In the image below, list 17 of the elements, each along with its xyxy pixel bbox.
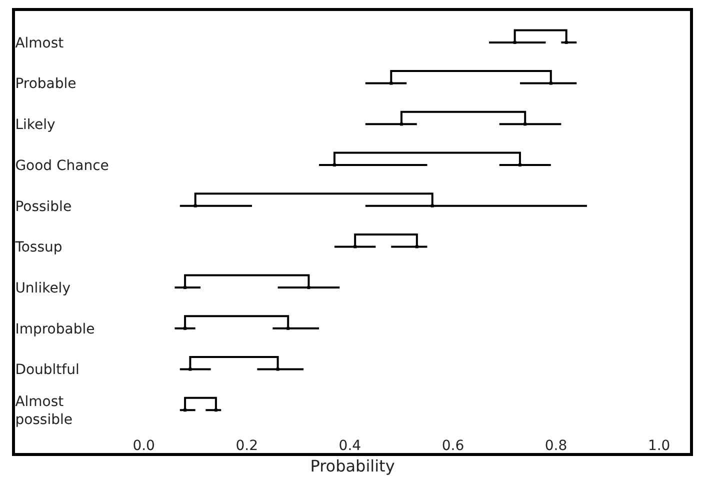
x-tick-label: 0.2: [236, 438, 258, 454]
y-tick-label: Possible: [15, 198, 72, 215]
y-tick-label: Tossup: [14, 240, 62, 256]
y-tick-label: Likely: [15, 117, 56, 134]
y-tick-label: Probable: [15, 76, 76, 92]
y-tick-label: Good Chance: [15, 158, 109, 174]
x-tick-label: 0.6: [442, 438, 464, 454]
x-tick-label: 0.8: [544, 438, 568, 454]
x-tick-label: 1.0: [648, 438, 670, 454]
y-tick-label: Almost: [15, 35, 64, 52]
y-tick-label: Almost possible: [15, 394, 73, 428]
x-axis-title: Probability: [310, 456, 395, 476]
y-tick-label: Unlikely: [15, 280, 70, 296]
x-tick-label: 0.0: [132, 438, 155, 454]
x-tick-label: 0.4: [338, 438, 362, 454]
y-tick-label: Doubltful: [15, 362, 80, 378]
y-tick-label: Improbable: [15, 321, 95, 338]
